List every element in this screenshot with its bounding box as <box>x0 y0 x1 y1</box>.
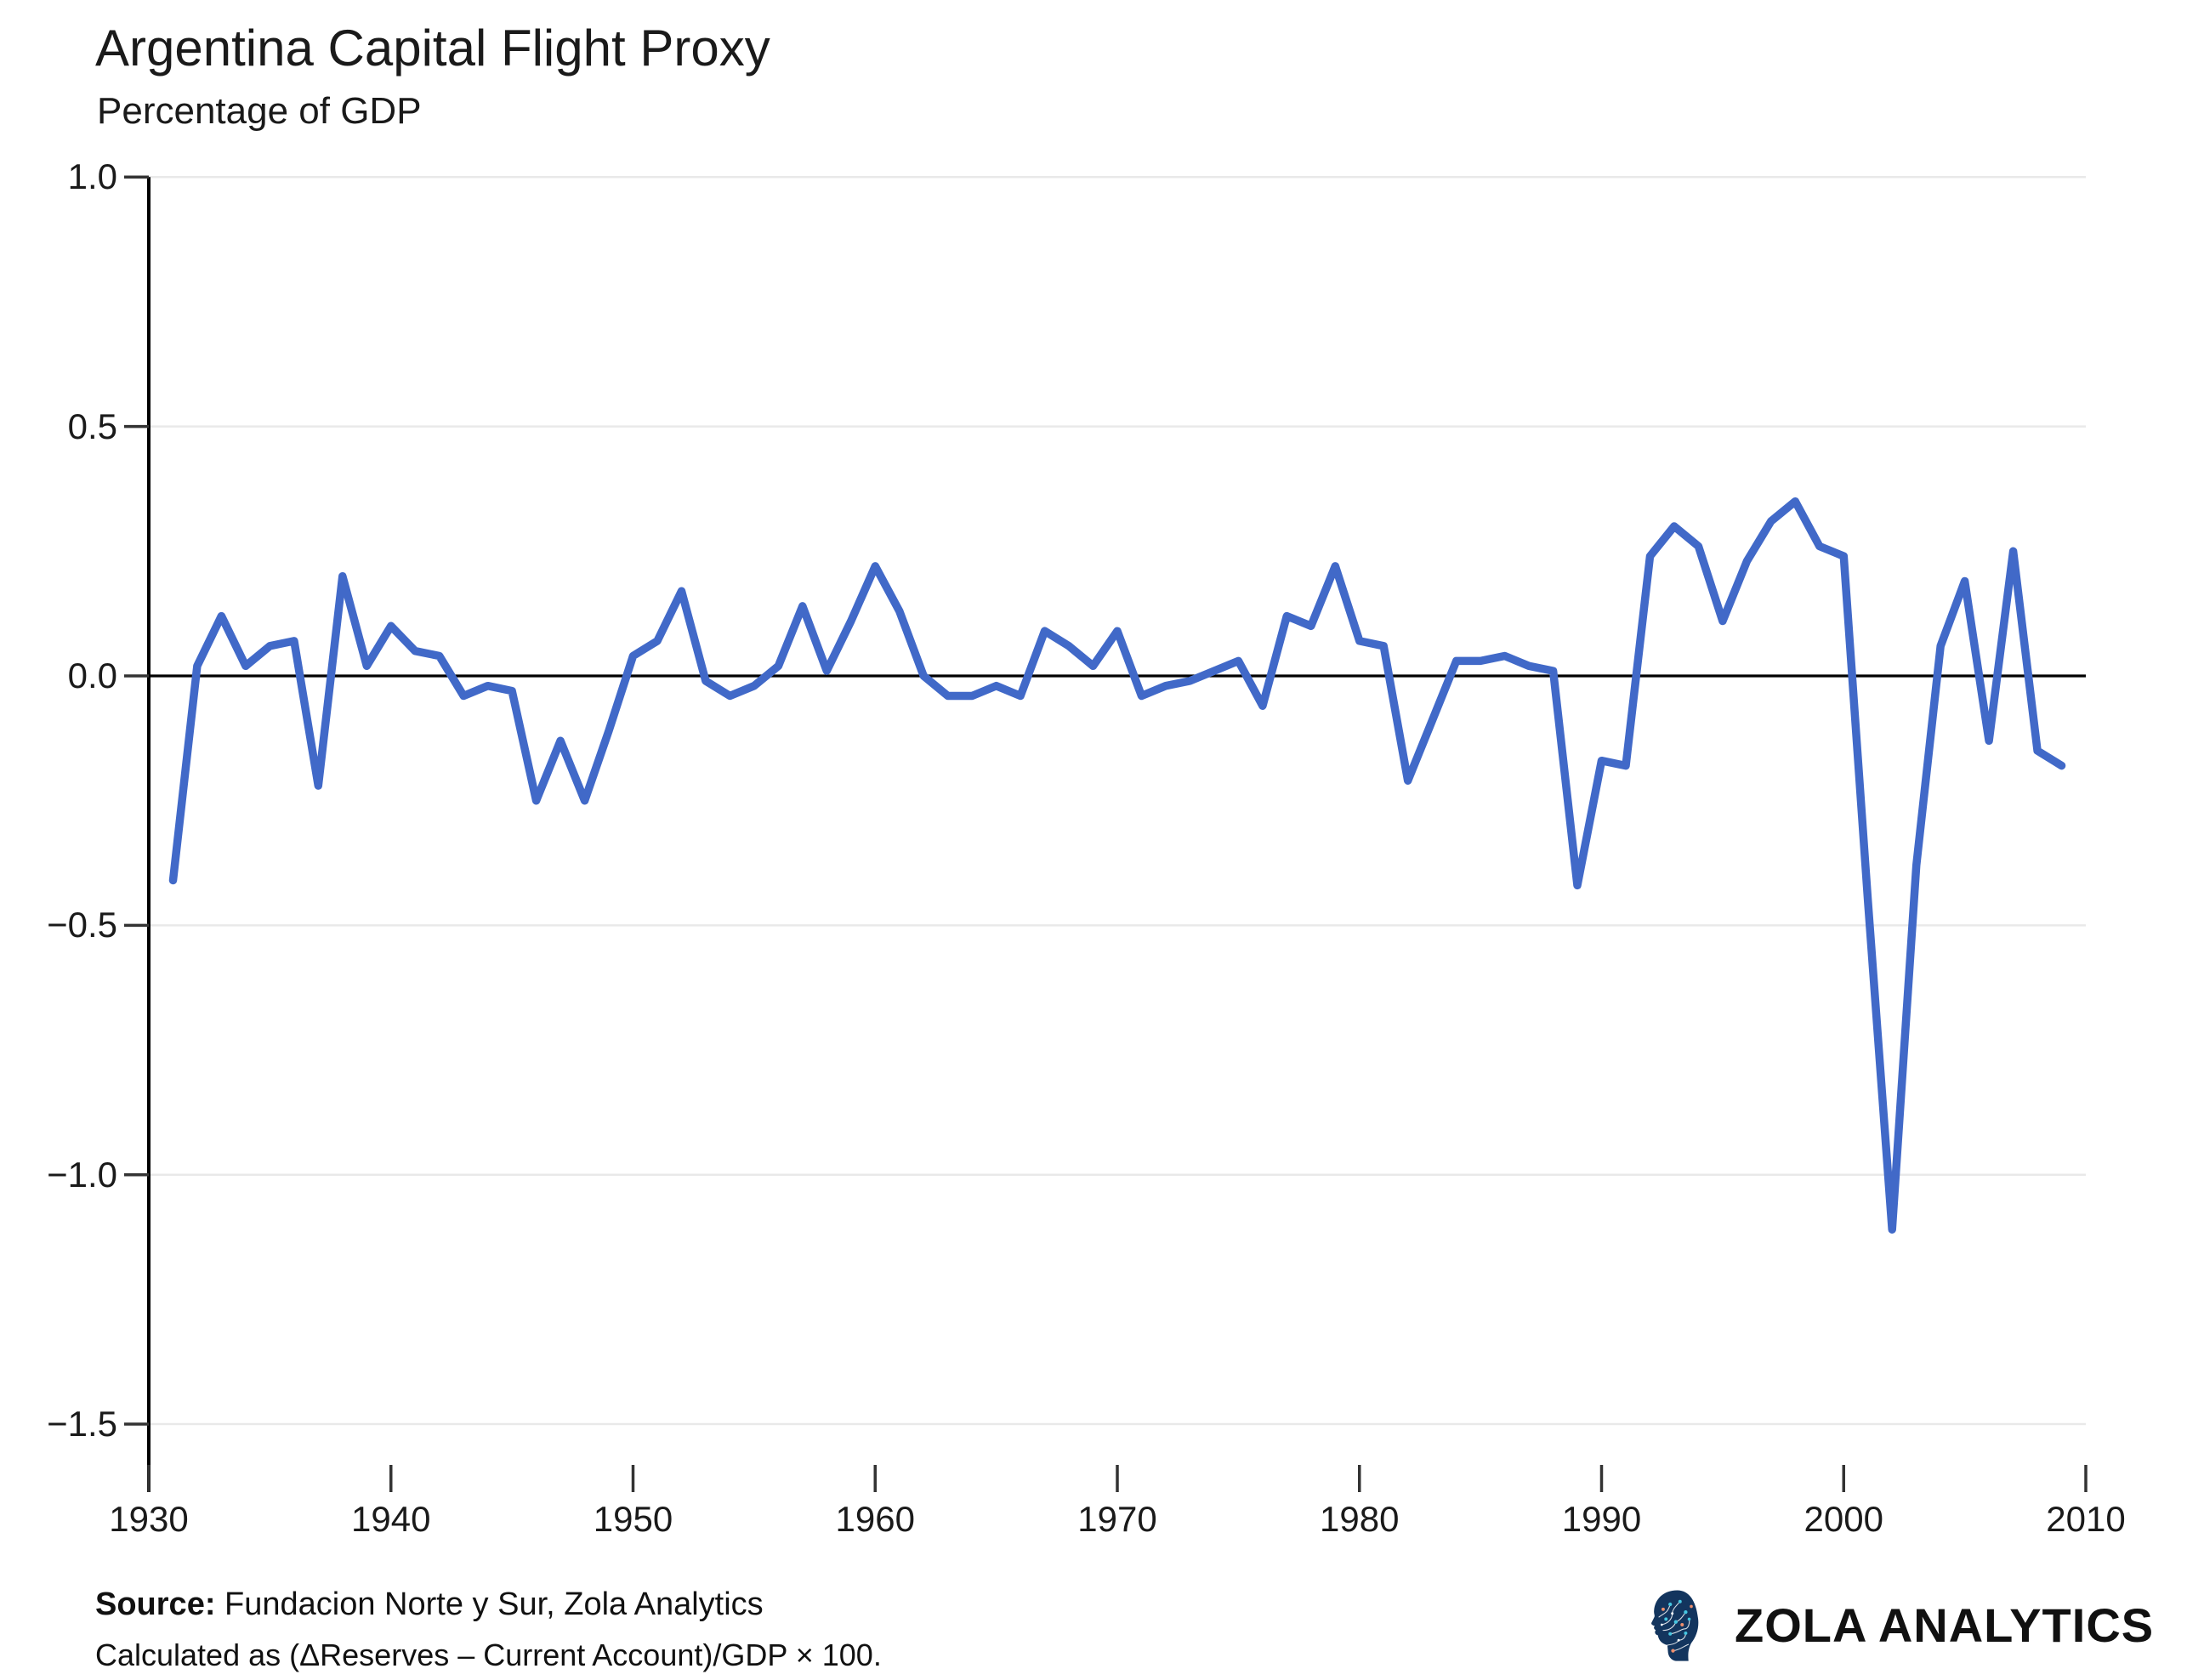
y-tick-label: −1.5 <box>47 1404 117 1444</box>
chart-title: Argentina Capital Flight Proxy <box>95 20 770 77</box>
y-tick-label: 1.0 <box>67 156 117 197</box>
circuit-nodes-cyan <box>1664 1599 1691 1636</box>
x-tick-label: 1990 <box>1561 1499 1642 1539</box>
source-note: Source: Fundacion Norte y Sur, Zola Anal… <box>95 1586 764 1623</box>
methodology-note: Calculated as (ΔReserves – Current Accou… <box>95 1637 882 1672</box>
y-tick-label: −1.0 <box>47 1154 117 1195</box>
circuit-nodes-coral <box>1661 1604 1693 1653</box>
x-tick-label: 1980 <box>1320 1499 1400 1539</box>
x-tick-label: 1940 <box>351 1499 431 1539</box>
y-tick-label: 0.5 <box>67 406 117 446</box>
y-tick-label: −0.5 <box>47 905 117 945</box>
x-tick-label: 1930 <box>109 1499 189 1539</box>
y-tick-label: 0.0 <box>67 656 117 695</box>
source-label: Source: <box>95 1586 216 1622</box>
chart-subtitle: Percentage of GDP <box>97 90 422 132</box>
capital-flight-line <box>168 497 2066 1234</box>
source-text: Fundacion Norte y Sur, Zola Analytics <box>215 1586 764 1622</box>
x-tick-label: 2010 <box>2046 1499 2126 1539</box>
x-tick-label: 1960 <box>835 1499 915 1539</box>
circuit-nodes-white <box>1660 1612 1680 1642</box>
x-tick-label: 1950 <box>593 1499 673 1539</box>
brand-wordmark: ZOLA ANALYTICS <box>1735 1598 2155 1652</box>
brand-logo: ZOLA ANALYTICS <box>1648 1578 2153 1671</box>
x-tick-label: 2000 <box>1804 1499 1883 1539</box>
circuit-head-icon <box>1651 1590 1699 1661</box>
x-tick-label: 1970 <box>1077 1499 1157 1539</box>
